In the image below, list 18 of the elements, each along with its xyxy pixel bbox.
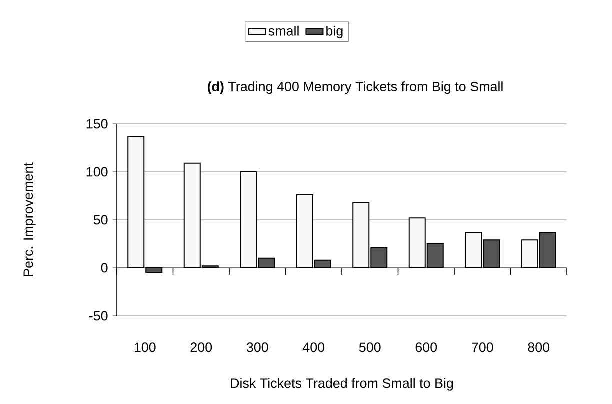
y-tick-label: 100 [86,167,108,177]
x-tick-label: 800 [528,342,550,352]
y-tick-label: 150 [86,119,108,129]
chart-title: (d) Trading 400 Memory Tickets from Big to Small [208,82,503,94]
x-tick-label: 200 [190,342,212,352]
x-tick-label: 100 [134,342,156,352]
y-tick-label: 50 [94,215,108,225]
x-tick-label: 600 [416,342,438,352]
x-tick-label: 300 [246,342,268,352]
y-tick-label: 0 [101,263,108,273]
legend-label: small [268,26,299,36]
legend-label: big [326,26,343,38]
x-tick-label: 700 [472,342,494,352]
x-axis-title: Disk Tickets Traded from Small to Big [231,378,454,391]
y-tick-label: -50 [89,311,108,321]
x-tick-label: 400 [302,342,325,352]
x-tick-label: 500 [359,342,381,352]
y-axis-title: Perc. Improvement [24,162,36,276]
